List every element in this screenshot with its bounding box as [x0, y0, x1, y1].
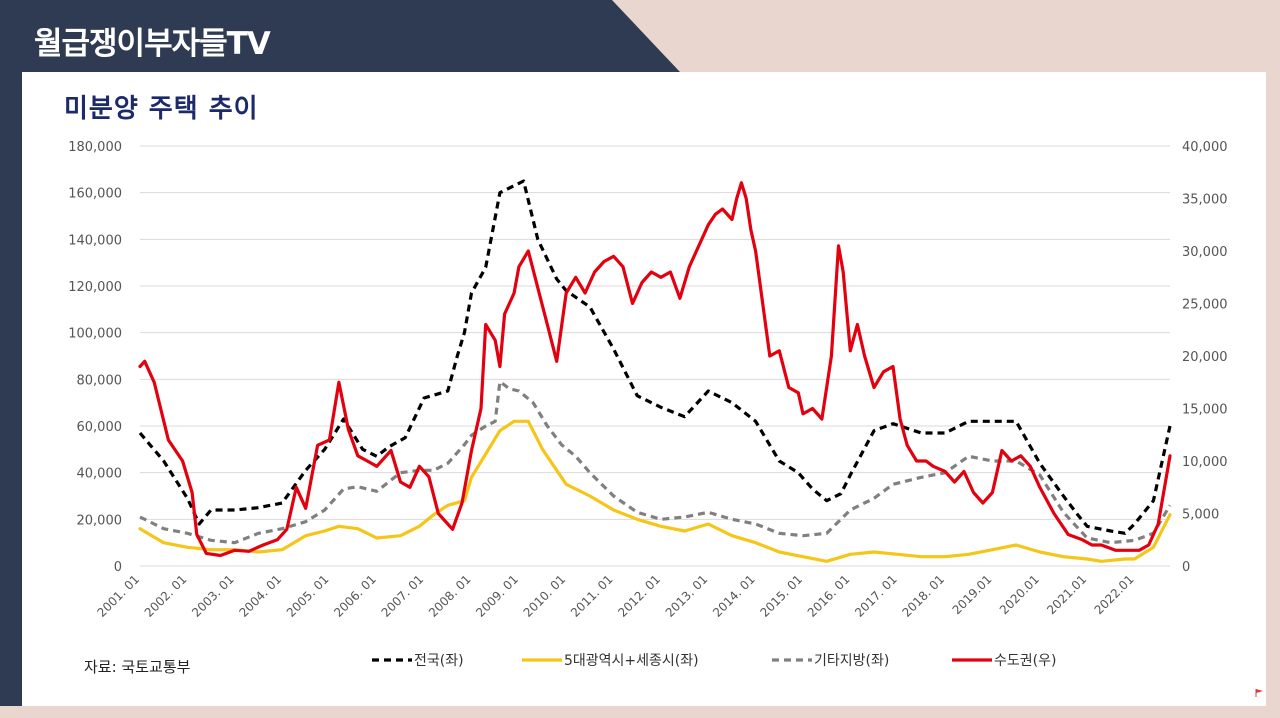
y-tick-left: 160,000	[68, 187, 122, 202]
y-tick-left: 0	[114, 560, 122, 575]
y-tick-right: 40,000	[1182, 140, 1228, 155]
source-note: 자료: 국토교통부	[84, 658, 191, 676]
y-tick-right: 25,000	[1182, 298, 1228, 313]
x-tick-label: 2008. 01	[426, 572, 474, 620]
x-tick-label: 2017. 01	[852, 572, 900, 620]
x-tick-label: 2009. 01	[473, 572, 521, 620]
y-tick-left: 20,000	[77, 513, 123, 528]
x-tick-label: 2005. 01	[284, 572, 332, 620]
x-tick-label: 2018. 01	[899, 572, 947, 620]
x-tick-label: 2004. 01	[237, 572, 285, 620]
y-tick-left: 60,000	[77, 420, 123, 435]
chart-card	[22, 72, 1266, 706]
x-tick-label: 2002. 01	[142, 572, 190, 620]
y-tick-right: 30,000	[1182, 245, 1228, 260]
y-tick-right: 0	[1182, 560, 1190, 575]
y-tick-left: 140,000	[68, 233, 122, 248]
x-tick-label: 2022.01	[1092, 572, 1137, 617]
x-tick-label: 2010. 01	[521, 572, 569, 620]
x-tick-label: 2007. 01	[379, 572, 427, 620]
y-tick-left: 100,000	[68, 327, 122, 342]
x-tick-label: 2019.01	[950, 572, 995, 617]
side-decoration	[1266, 72, 1280, 718]
y-tick-right: 35,000	[1182, 193, 1228, 208]
x-tick-label: 2013. 01	[663, 572, 711, 620]
x-tick-label: 2021.01	[1044, 572, 1089, 617]
y-tick-left: 120,000	[68, 280, 122, 295]
series-metro5	[138, 419, 1172, 563]
y-tick-right: 20,000	[1182, 350, 1228, 365]
x-tick-label: 2016. 01	[805, 572, 853, 620]
legend-label: 전국(좌)	[414, 653, 464, 669]
series-national	[138, 179, 1172, 535]
y-tick-right: 5,000	[1182, 508, 1219, 523]
x-tick-label: 2012. 01	[615, 572, 663, 620]
x-tick-label: 2014. 01	[710, 572, 758, 620]
legend-label: 수도권(우)	[994, 653, 1056, 669]
chart-title: 미분양 주택 추이	[64, 94, 259, 124]
series-other-regions	[139, 380, 1172, 545]
legend-label: 5대광역시+세종시(좌)	[564, 653, 699, 669]
legend-label: 기타지방(좌)	[814, 653, 889, 669]
x-tick-label: 2011. 01	[568, 572, 616, 620]
banner-bar	[0, 0, 1280, 72]
y-tick-right: 15,000	[1182, 403, 1228, 418]
x-tick-label: 2006. 01	[331, 572, 379, 620]
x-tick-label: 2015. 01	[757, 572, 805, 620]
y-tick-left: 180,000	[68, 140, 122, 155]
y-tick-left: 80,000	[77, 373, 123, 388]
channel-title: 월급쟁이부자들TV	[34, 26, 271, 62]
flag-icon	[1255, 689, 1263, 697]
y-tick-right: 10,000	[1182, 455, 1228, 470]
x-tick-label: 2020.01	[997, 572, 1042, 617]
bottom-decoration	[0, 706, 1280, 718]
x-tick-label: 2001. 01	[94, 572, 142, 620]
y-tick-left: 40,000	[77, 467, 123, 482]
x-tick-label: 2003. 01	[189, 572, 237, 620]
series-capital-area	[138, 181, 1172, 558]
